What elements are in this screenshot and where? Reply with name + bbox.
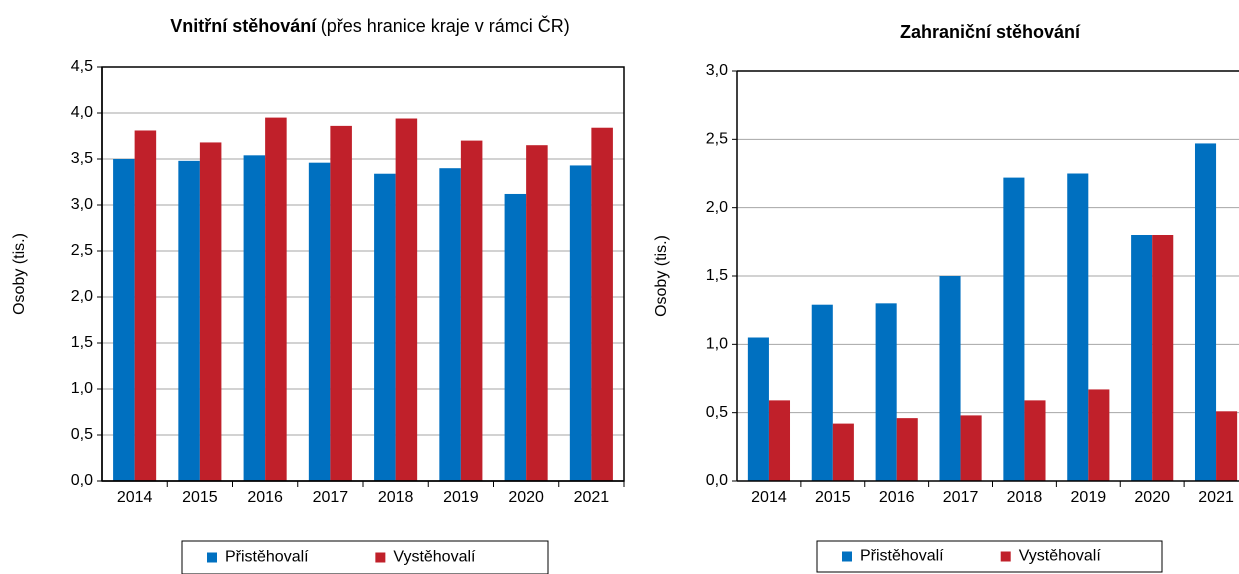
bar — [591, 127, 613, 481]
bar — [896, 418, 918, 481]
bar — [243, 155, 266, 481]
y-tick-label: 0,0 — [71, 472, 93, 489]
bar — [330, 125, 352, 481]
bar — [113, 159, 135, 481]
bar — [1067, 173, 1089, 481]
y-tick-label: 1,5 — [706, 267, 728, 284]
x-tick-label: 2018 — [378, 489, 414, 506]
bar — [1216, 411, 1238, 481]
bar — [178, 160, 200, 481]
bar — [832, 423, 854, 481]
bar — [1024, 400, 1046, 481]
x-tick-label: 2021 — [1198, 489, 1234, 506]
plot-frame — [101, 66, 625, 482]
y-tick-label: 2,0 — [706, 199, 728, 216]
legend-swatch — [207, 552, 217, 563]
bar — [939, 276, 961, 481]
x-tick-label: 2016 — [879, 489, 915, 506]
title-sub: (přes hranice kraje v rámci ČR) — [321, 15, 570, 36]
bar — [265, 117, 287, 481]
bar — [199, 142, 222, 481]
bar — [811, 304, 833, 481]
y-tick-label: 0,5 — [706, 404, 728, 421]
chart-title: Vnitřní stěhování (přes hranice kraje v … — [170, 15, 570, 36]
legend-box — [816, 540, 1163, 573]
title-main: Zahraniční stěhování — [900, 22, 1081, 42]
legend-swatch — [842, 551, 852, 562]
x-tick-label: 2019 — [443, 489, 479, 506]
x-tick-label: 2020 — [1134, 489, 1170, 506]
y-tick-label: 3,0 — [706, 62, 728, 79]
y-axis-label: Osoby (tis.) — [11, 233, 28, 315]
x-tick-label: 2015 — [182, 489, 218, 506]
y-tick-label: 2,0 — [71, 288, 93, 305]
bar — [504, 193, 527, 481]
y-tick-label: 1,0 — [706, 336, 728, 353]
bar — [395, 118, 418, 482]
title-main: Vnitřní stěhování — [170, 16, 317, 36]
x-tick-label: 2017 — [313, 489, 349, 506]
x-tick-label: 2014 — [751, 489, 787, 506]
legend-label: Přistěhovalí — [225, 549, 309, 566]
bar — [1088, 389, 1110, 481]
bar — [374, 173, 396, 481]
legend-swatch — [1000, 551, 1011, 562]
x-tick-label: 2018 — [1007, 489, 1043, 506]
y-axis-label: Osoby (tis.) — [653, 235, 670, 317]
x-tick-label: 2015 — [815, 489, 851, 506]
bar — [1131, 235, 1153, 481]
y-tick-label: 3,5 — [71, 150, 93, 167]
x-tick-label: 2021 — [574, 489, 610, 506]
bar — [768, 400, 791, 481]
legend-label: Vystěhovalí — [1019, 548, 1102, 565]
legend-swatch — [375, 552, 386, 563]
x-tick-label: 2019 — [1071, 489, 1107, 506]
x-tick-label: 2020 — [508, 489, 544, 506]
y-tick-label: 0,0 — [706, 472, 728, 489]
x-tick-label: 2016 — [247, 489, 283, 506]
bar — [747, 337, 769, 481]
bar — [1003, 177, 1025, 481]
y-tick-label: 2,5 — [71, 242, 93, 259]
x-tick-label: 2017 — [943, 489, 979, 506]
bar — [308, 162, 331, 481]
bar — [960, 415, 982, 481]
y-tick-label: 2,5 — [706, 131, 728, 148]
y-tick-label: 1,0 — [71, 380, 93, 397]
y-tick-label: 4,5 — [71, 58, 93, 75]
bar — [134, 130, 157, 482]
chart-title: Zahraniční stěhování — [900, 22, 1081, 42]
y-tick-label: 1,5 — [71, 334, 93, 351]
bar — [875, 303, 897, 481]
bar — [526, 145, 548, 481]
x-tick-label: 2014 — [117, 489, 153, 506]
bar — [1194, 143, 1217, 481]
bar — [460, 140, 483, 481]
bar — [1152, 235, 1174, 481]
y-tick-label: 3,0 — [71, 196, 93, 213]
bar — [439, 168, 461, 481]
legend-label: Vystěhovalí — [393, 549, 476, 566]
legend-box — [181, 540, 549, 574]
y-tick-label: 0,5 — [71, 426, 93, 443]
bar — [569, 165, 592, 481]
y-tick-label: 4,0 — [71, 104, 93, 121]
legend-label: Přistěhovalí — [860, 548, 944, 565]
